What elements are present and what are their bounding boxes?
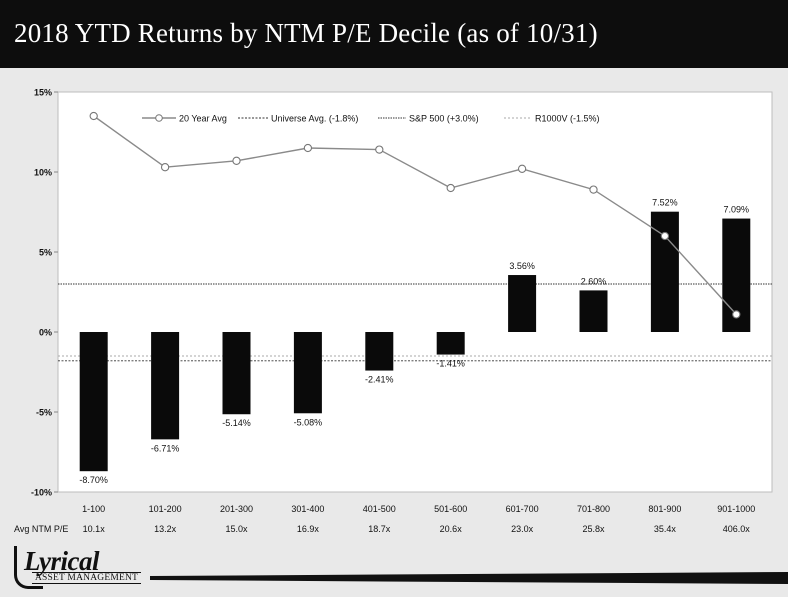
footer-rule-shape xyxy=(150,572,788,584)
bar-data-labels: -8.70% -6.71% -5.14% -5.08% -2.41% -1.41% 3.56… xyxy=(79,198,749,486)
series-point xyxy=(732,310,741,319)
pe-value: 20.6x xyxy=(440,524,463,534)
x-tick-label: 401-500 xyxy=(363,504,396,514)
logo-swoosh-shape xyxy=(14,546,43,589)
bar xyxy=(650,211,679,332)
series-point xyxy=(446,183,455,193)
series-point xyxy=(232,156,241,165)
legend-entry: R1000V (-1.5%) xyxy=(535,114,600,124)
line-series-20-year-avg xyxy=(89,111,741,319)
bar-data-label: -5.14% xyxy=(222,418,251,428)
x-tick-label: 101-200 xyxy=(149,504,182,514)
pe-value: 35.4x xyxy=(654,524,677,534)
bar-data-label: -8.70% xyxy=(79,475,108,485)
pe-value: 23.0x xyxy=(511,524,534,534)
x-tick-label: 501-600 xyxy=(434,504,467,514)
bar-data-label: 3.56% xyxy=(509,261,535,271)
legend-entry: S&P 500 (+3.0%) xyxy=(409,114,479,124)
page-title: 2018 YTD Returns by NTM P/E Decile (as o… xyxy=(14,18,598,48)
pe-value: 15.0x xyxy=(225,524,248,534)
x-tick-label: 301-400 xyxy=(291,504,324,514)
x-tick-label: 1-100 xyxy=(82,504,105,514)
pe-row: Avg NTM P/E 10.1x 13.2x 15.0x 16.9x 18.7x 20.6… xyxy=(14,524,750,534)
series-point xyxy=(160,163,170,172)
bar-data-label: 7.52% xyxy=(652,198,678,208)
y-tick-label: 5% xyxy=(39,248,52,258)
series-point xyxy=(303,143,313,153)
series-point xyxy=(89,111,98,121)
pe-value: 13.2x xyxy=(154,524,177,534)
pe-value: 18.7x xyxy=(368,524,391,534)
bar-data-label: -6.71% xyxy=(151,443,180,453)
y-tick-label: 15% xyxy=(34,88,52,98)
bar-data-label: 7.09% xyxy=(724,205,750,215)
logo-word: Lyrical xyxy=(24,546,99,576)
series-point xyxy=(517,164,527,173)
series-point xyxy=(589,185,598,194)
series-point xyxy=(375,145,384,154)
y-tick-label: 10% xyxy=(34,168,52,178)
y-tick-label: 0% xyxy=(39,328,52,338)
bar-data-label: -1.41% xyxy=(436,359,465,369)
x-tick-label: 901-1000 xyxy=(717,504,755,514)
returns-chart: -8.70% -6.71% -5.14% -5.08% -2.41% -1.41% 3.56… xyxy=(14,88,773,534)
x-axis-categories: 1-100 101-200 201-300 301-400 401-500 501-600… xyxy=(82,504,755,514)
legend-entry: 20 Year Avg xyxy=(179,114,227,124)
pe-value: 25.8x xyxy=(582,524,605,534)
bar xyxy=(365,332,394,371)
bar xyxy=(293,332,322,414)
y-tick-label: -10% xyxy=(31,488,52,498)
series-line xyxy=(93,115,737,315)
footer-rule xyxy=(150,572,788,584)
bar xyxy=(222,332,251,415)
bar-data-label: -2.41% xyxy=(365,375,394,385)
x-tick-label: 801-900 xyxy=(648,504,681,514)
bar xyxy=(79,332,108,472)
bar xyxy=(579,290,608,332)
legend-entry: Universe Avg. (-1.8%) xyxy=(271,114,358,124)
bar xyxy=(508,275,537,332)
x-tick-label: 601-700 xyxy=(506,504,539,514)
pe-row-label: Avg NTM P/E xyxy=(14,524,68,534)
bar xyxy=(151,332,180,440)
logo-subtitle: ASSET MANAGEMENT xyxy=(32,572,142,584)
bar-data-label: -5.08% xyxy=(294,417,323,427)
lyrical-logo: Lyrical ASSET MANAGEMENT xyxy=(14,546,144,590)
y-tick-label: -5% xyxy=(36,408,52,418)
title-bar: 2018 YTD Returns by NTM P/E Decile (as o… xyxy=(0,0,788,68)
bar xyxy=(436,332,465,355)
x-tick-label: 701-800 xyxy=(577,504,610,514)
legend-marker xyxy=(155,114,163,122)
x-tick-label: 201-300 xyxy=(220,504,253,514)
pe-value: 406.0x xyxy=(723,524,751,534)
pe-value: 16.9x xyxy=(297,524,320,534)
bar-series xyxy=(79,211,751,472)
series-point xyxy=(660,231,670,241)
legend: 20 Year Avg Universe Avg. (-1.8%) S&P 500 … xyxy=(142,114,600,124)
pe-value: 10.1x xyxy=(83,524,106,534)
bar-data-label: 2.60% xyxy=(581,276,607,286)
y-axis: 15% 10% 5% 0% -5% -10% xyxy=(31,88,58,498)
